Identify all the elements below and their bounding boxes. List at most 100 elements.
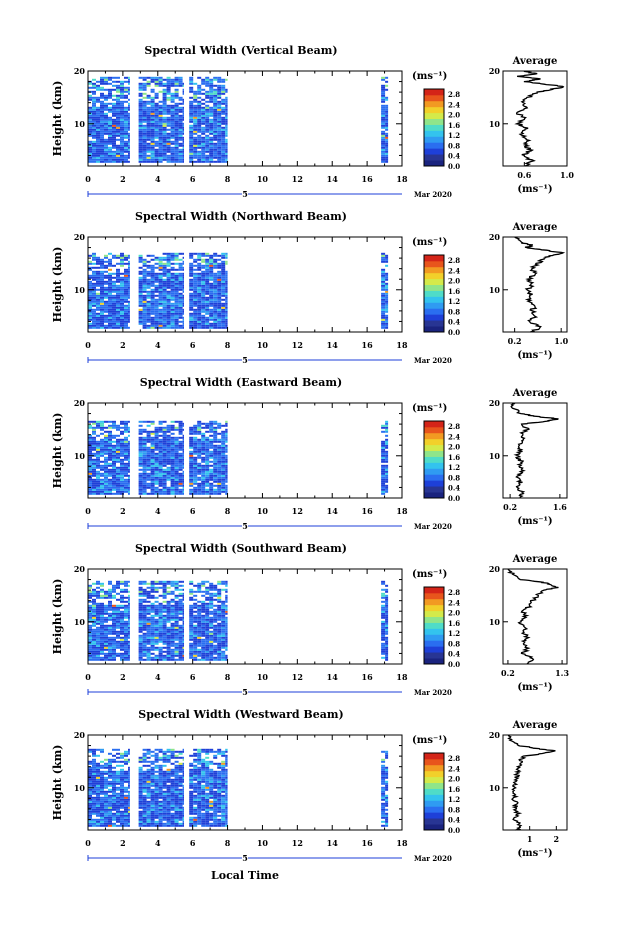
- heatmap-cell: [381, 282, 386, 285]
- heatmap-cell: [381, 648, 386, 651]
- heatmap-cell: [128, 452, 130, 455]
- heatmap-cell: [193, 634, 198, 637]
- heatmap-cell: [193, 108, 198, 111]
- heatmap-cell: [381, 476, 386, 479]
- heatmap-cell: [178, 632, 183, 635]
- heatmap-cell: [146, 582, 151, 585]
- heatmap-cell: [142, 482, 147, 485]
- heatmap-cell: [108, 142, 112, 145]
- heatmap-cell: [146, 450, 151, 453]
- heatmap-cell: [189, 626, 194, 629]
- heatmap-cell: [158, 654, 163, 657]
- heatmap-cell: [189, 146, 194, 149]
- heatmap-cell: [217, 110, 222, 113]
- heatmap-cell: [385, 306, 389, 309]
- heatmap-cell: [201, 446, 206, 449]
- heatmap-cell: [150, 124, 155, 127]
- heatmap-cell: [104, 462, 108, 465]
- heatmap-cell: [124, 642, 128, 645]
- heatmap-cell: [120, 90, 124, 93]
- heatmap-cell: [205, 620, 210, 623]
- heatmap-cell: [189, 126, 194, 129]
- heatmap-cell: [146, 154, 151, 157]
- heatmap-cell: [88, 618, 92, 621]
- heatmap-cell: [162, 100, 167, 103]
- heatmap-cell: [120, 466, 124, 469]
- heatmap-cell: [201, 616, 206, 619]
- heatmap-cell: [124, 430, 128, 433]
- heatmap-cell: [170, 156, 175, 159]
- heatmap-cell: [205, 90, 210, 93]
- heatmap-cell: [142, 76, 147, 79]
- heatmap-cell: [150, 138, 155, 141]
- heatmap-cell: [189, 482, 194, 485]
- heatmap-cell: [158, 308, 163, 311]
- colorbar-swatch: [424, 474, 444, 481]
- heatmap-cell: [209, 322, 214, 325]
- heatmap-cell: [100, 318, 104, 321]
- heatmap-cell: [146, 324, 151, 327]
- heatmap-cell: [124, 464, 128, 467]
- heatmap-cell: [104, 452, 108, 455]
- heatmap-cell: [92, 102, 96, 105]
- colorbar-swatch: [424, 302, 444, 309]
- heatmap-cell: [213, 634, 218, 637]
- heatmap-cell: [124, 438, 128, 441]
- heatmap-cell: [182, 456, 184, 459]
- colorbar-swatch: [424, 432, 444, 440]
- heatmap-cell: [154, 322, 159, 325]
- heatmap-cell: [120, 102, 124, 105]
- heatmap-cell: [193, 284, 198, 287]
- heatmap-cell: [213, 126, 218, 129]
- heatmap-cell: [158, 262, 163, 265]
- heatmap-cell: [182, 288, 184, 291]
- heatmap-cell: [150, 122, 155, 125]
- heatmap-cell: [88, 442, 92, 445]
- heatmap-cell: [142, 108, 147, 111]
- heatmap-cell: [166, 620, 171, 623]
- heatmap-cell: [205, 302, 210, 305]
- heatmap-cell: [96, 602, 100, 605]
- heatmap-cell: [124, 122, 128, 125]
- heatmap-cell: [138, 650, 143, 653]
- heatmap-cell: [124, 126, 128, 129]
- heatmap-cell: [116, 312, 120, 315]
- heatmap-cell: [96, 646, 100, 649]
- heatmap-cell: [108, 292, 112, 295]
- heatmap-cell: [221, 316, 226, 319]
- heatmap-cell: [154, 320, 159, 323]
- heatmap-cell: [213, 302, 218, 305]
- heatmap-cell: [124, 448, 128, 451]
- heatmap-cell: [201, 486, 206, 489]
- heatmap-cell: [150, 610, 155, 613]
- heatmap-cell: [100, 286, 104, 289]
- heatmap-cell: [182, 602, 184, 605]
- heatmap-cell: [112, 610, 116, 613]
- heatmap-cell: [209, 654, 214, 657]
- heatmap-cell: [96, 150, 100, 153]
- heatmap-cell: [154, 258, 159, 261]
- heatmap-cell: [150, 90, 155, 93]
- heatmap-cell: [205, 306, 210, 309]
- heatmap-cell: [158, 448, 163, 451]
- heatmap-cell: [221, 490, 226, 493]
- heatmap-cell: [217, 96, 222, 99]
- colorbar-swatch: [424, 148, 444, 155]
- heatmap-cell: [174, 314, 179, 317]
- heatmap-cell: [182, 118, 184, 121]
- heatmap-cell: [197, 658, 202, 661]
- heatmap-cell: [138, 446, 143, 449]
- heatmap-cell: [100, 132, 104, 135]
- heatmap-cell: [174, 148, 179, 151]
- heatmap-cell: [193, 610, 198, 613]
- heatmap-cell: [193, 252, 198, 255]
- heatmap-cell: [174, 92, 179, 95]
- heatmap-cell: [221, 634, 226, 637]
- heatmap-cell: [182, 466, 184, 469]
- heatmap-cell: [120, 490, 124, 493]
- heatmap-cell: [213, 114, 218, 117]
- heatmap-cell: [221, 624, 226, 627]
- heatmap-cell: [138, 94, 143, 97]
- heatmap-cell: [116, 470, 120, 473]
- heatmap-cell: [96, 262, 100, 265]
